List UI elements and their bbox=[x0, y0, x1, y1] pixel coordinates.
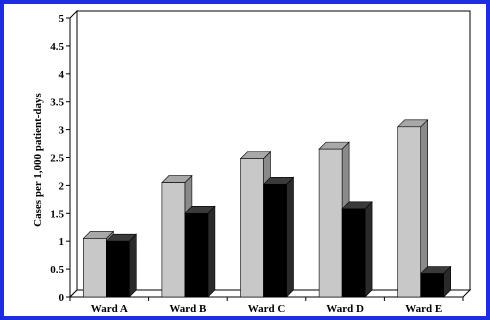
bar bbox=[396, 119, 429, 298]
y-axis-label: Cases per 1,000 patient-days bbox=[32, 92, 44, 226]
y-tick-label: 1.5 bbox=[50, 208, 64, 220]
bar-front bbox=[184, 213, 209, 298]
y-tick-label: 2 bbox=[59, 180, 65, 192]
bar-side bbox=[364, 201, 373, 298]
bars bbox=[82, 119, 452, 298]
bar-front bbox=[420, 273, 445, 298]
bar-side bbox=[286, 176, 294, 298]
side-wall bbox=[69, 9, 78, 299]
x-tick-label: Ward A bbox=[91, 303, 128, 315]
y-tick-label: 0.5 bbox=[50, 264, 64, 276]
bar bbox=[105, 233, 138, 298]
bar bbox=[419, 265, 452, 298]
y-tick-label: 1 bbox=[59, 236, 65, 248]
x-axis: Ward A Ward B Ward C Ward D Ward E bbox=[69, 296, 464, 315]
y-tick-label: 4 bbox=[59, 69, 65, 81]
y-tick-label: 3.5 bbox=[50, 97, 64, 109]
bar-front bbox=[83, 238, 107, 298]
bar-front bbox=[397, 126, 422, 298]
bar-side bbox=[129, 233, 137, 298]
y-tick-label: 2.5 bbox=[50, 153, 64, 165]
x-tick-label: Ward D bbox=[326, 303, 364, 315]
y-axis: 0 0.5 1 1.5 2 2.5 3 3.5 4 4.5 5 bbox=[50, 13, 71, 304]
bar bbox=[184, 205, 216, 298]
x-tick-label: Ward E bbox=[405, 303, 442, 315]
bar-front bbox=[318, 148, 343, 298]
y-tick-label: 5 bbox=[59, 13, 65, 25]
bar-front bbox=[161, 182, 186, 298]
bar-front bbox=[106, 240, 130, 298]
y-tick-label: 0 bbox=[59, 292, 65, 304]
bar-front bbox=[341, 208, 366, 298]
bar-front bbox=[240, 158, 264, 298]
x-tick-label: Ward B bbox=[169, 303, 207, 315]
bar-front bbox=[263, 183, 287, 298]
bar bbox=[341, 201, 373, 298]
x-tick-label: Ward C bbox=[248, 303, 286, 315]
bar bbox=[262, 176, 295, 298]
y-tick-label: 4.5 bbox=[50, 41, 64, 53]
bar-side bbox=[207, 205, 216, 298]
y-tick-label: 3 bbox=[59, 125, 65, 137]
